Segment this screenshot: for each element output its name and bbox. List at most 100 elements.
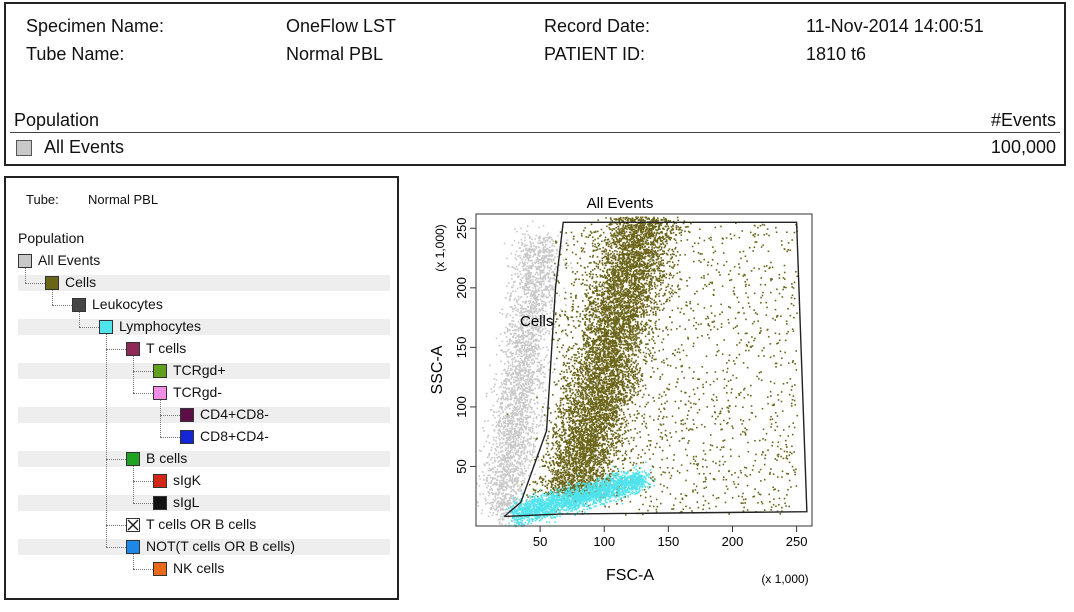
data-point bbox=[613, 447, 615, 449]
data-point bbox=[490, 486, 492, 488]
data-point bbox=[548, 267, 550, 269]
data-point bbox=[531, 292, 533, 294]
tree-node-label[interactable]: sIgL bbox=[173, 494, 199, 510]
data-point bbox=[532, 430, 534, 432]
data-point bbox=[523, 375, 525, 377]
data-point bbox=[517, 470, 519, 472]
data-point bbox=[513, 423, 515, 425]
data-point bbox=[514, 460, 516, 462]
data-point bbox=[528, 374, 530, 376]
data-point bbox=[536, 379, 538, 381]
data-point bbox=[551, 301, 553, 303]
data-point bbox=[515, 254, 517, 256]
tree-node-label[interactable]: TCRgd+ bbox=[173, 362, 226, 378]
tree-node-label[interactable]: Cells bbox=[65, 274, 96, 290]
data-point bbox=[530, 274, 532, 276]
data-point bbox=[492, 468, 494, 470]
data-point bbox=[524, 262, 526, 264]
tree-node-label[interactable]: CD4+CD8- bbox=[200, 406, 269, 422]
data-point bbox=[508, 475, 510, 477]
data-point bbox=[543, 238, 545, 240]
data-point bbox=[515, 257, 517, 259]
data-point bbox=[511, 445, 513, 447]
data-point bbox=[510, 435, 512, 437]
data-point bbox=[506, 505, 508, 507]
data-point bbox=[512, 343, 514, 345]
data-point bbox=[541, 490, 543, 492]
data-point bbox=[645, 384, 647, 386]
data-point bbox=[490, 388, 492, 390]
data-point bbox=[551, 261, 553, 263]
data-point bbox=[533, 349, 535, 351]
data-point bbox=[526, 265, 528, 267]
data-point bbox=[535, 273, 537, 275]
tube-name-label: Tube Name: bbox=[26, 44, 124, 65]
data-point bbox=[659, 290, 661, 292]
data-point bbox=[529, 348, 531, 350]
tree-node-label[interactable]: CD8+CD4- bbox=[200, 428, 269, 444]
data-point bbox=[526, 252, 528, 254]
population-color-swatch bbox=[126, 452, 140, 466]
data-point bbox=[503, 421, 505, 423]
data-point bbox=[510, 502, 512, 504]
population-row[interactable]: All Events 100,000 bbox=[10, 136, 1060, 160]
data-point bbox=[515, 291, 517, 293]
data-point bbox=[662, 264, 664, 266]
data-point bbox=[552, 245, 554, 247]
data-point bbox=[520, 474, 522, 476]
data-point bbox=[525, 422, 527, 424]
data-point bbox=[524, 302, 526, 304]
data-point bbox=[477, 502, 479, 504]
data-point bbox=[527, 225, 529, 227]
tree-connector bbox=[52, 290, 53, 305]
tree-node-label[interactable]: NK cells bbox=[173, 560, 224, 576]
data-point bbox=[510, 460, 512, 462]
data-point bbox=[624, 433, 626, 435]
data-point bbox=[642, 331, 644, 333]
data-point bbox=[566, 298, 568, 300]
tree-node-label[interactable]: Leukocytes bbox=[92, 296, 163, 312]
dot-plot[interactable]: 50 100 150 200 250 50 100 150 200 250 All Events … bbox=[420, 188, 840, 598]
data-point bbox=[510, 351, 512, 353]
data-point bbox=[520, 397, 522, 399]
data-point bbox=[503, 444, 505, 446]
tree-node-label[interactable]: T cells OR B cells bbox=[146, 516, 256, 532]
data-point bbox=[574, 282, 576, 284]
data-point bbox=[488, 515, 490, 517]
data-point bbox=[510, 382, 512, 384]
tree-node-label[interactable]: sIgK bbox=[173, 472, 201, 488]
tree-node-label[interactable]: B cells bbox=[146, 450, 187, 466]
data-point bbox=[549, 279, 551, 281]
population-color-swatch bbox=[126, 540, 140, 554]
data-point bbox=[521, 415, 523, 417]
tree-node-label[interactable]: TCRgd- bbox=[173, 384, 222, 400]
data-point bbox=[503, 499, 505, 501]
data-point bbox=[501, 485, 503, 487]
data-point bbox=[526, 349, 528, 351]
data-point bbox=[663, 265, 665, 267]
data-point bbox=[605, 277, 607, 279]
data-point bbox=[505, 327, 507, 329]
data-point bbox=[497, 494, 499, 496]
data-point bbox=[563, 259, 565, 261]
data-point bbox=[506, 494, 508, 496]
data-point bbox=[635, 374, 637, 376]
data-point bbox=[518, 299, 520, 301]
data-point bbox=[542, 295, 544, 297]
data-point bbox=[549, 262, 551, 264]
data-point bbox=[543, 283, 545, 285]
data-point bbox=[617, 372, 619, 374]
tree-connector bbox=[133, 466, 134, 503]
tree-node-label[interactable]: T cells bbox=[146, 340, 186, 356]
data-point bbox=[523, 417, 525, 419]
tree-node-label[interactable]: Lymphocytes bbox=[119, 318, 201, 334]
data-point bbox=[516, 461, 518, 463]
data-point bbox=[526, 394, 528, 396]
data-point bbox=[509, 329, 511, 331]
data-point bbox=[521, 400, 523, 402]
tree-node-label[interactable]: All Events bbox=[38, 252, 100, 268]
data-point bbox=[524, 360, 526, 362]
tree-node-label[interactable]: NOT(T cells OR B cells) bbox=[146, 538, 295, 554]
data-point bbox=[507, 367, 509, 369]
data-point bbox=[648, 319, 650, 321]
